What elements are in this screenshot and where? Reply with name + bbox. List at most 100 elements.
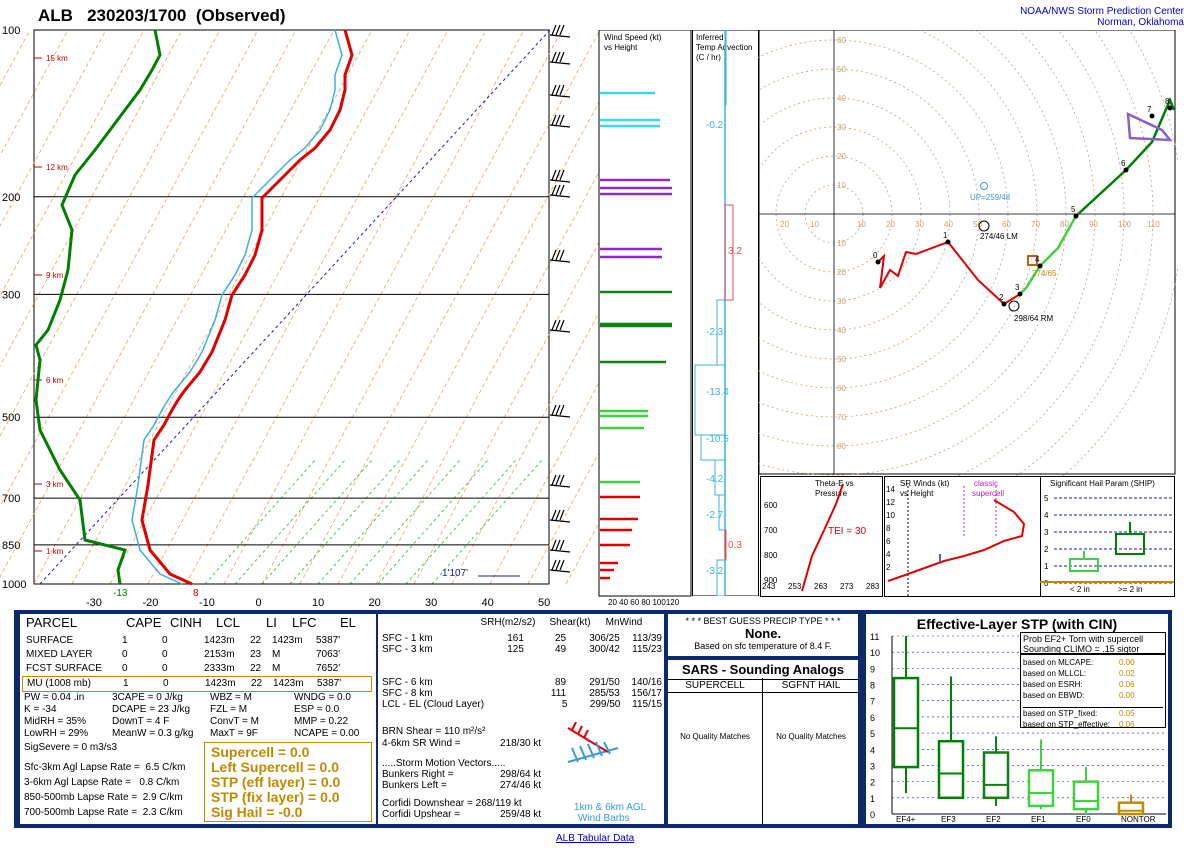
sars-col1: SUPERCELL xyxy=(685,680,745,691)
kin-header-cell: MnWind xyxy=(605,617,643,628)
stp-based-label: based on MLLCL: xyxy=(1023,669,1087,678)
index-cell: MidRH = 35% xyxy=(24,716,86,727)
parcel-row: SURFACE 1 0 1423m 22 1423m 5387' xyxy=(22,634,372,648)
hodo-upper-loop xyxy=(1126,111,1173,142)
stp-based-label: based on MLCAPE: xyxy=(1023,658,1094,667)
kin-cell: 5 xyxy=(561,699,568,710)
pressure-label: 850 xyxy=(2,540,20,552)
adv-value: -2.3 xyxy=(706,327,724,338)
theta-e-line xyxy=(801,483,844,592)
pressure-label: 100 xyxy=(2,25,20,37)
ship-title: Significant Hail Param (SHIP) xyxy=(1050,479,1155,488)
wind-barb xyxy=(549,84,571,98)
tabular-data-link[interactable]: ALB Tabular Data xyxy=(556,833,635,844)
sr-title1: SR Winds (kt) xyxy=(900,479,950,488)
ship-panel: Significant Hail Param (SHIP) 5 4 3 2 1 0 < 2 … xyxy=(1040,476,1175,597)
hodo-ring-label: 50 xyxy=(837,355,846,364)
parcel-cell: 0 xyxy=(162,649,168,660)
param-value: STP (eff layer) = 0.0 xyxy=(211,774,341,790)
index-cell: WBZ = M xyxy=(210,692,252,703)
hodo-height-marker: 5 xyxy=(1071,205,1076,214)
sfc-temp-label: 8 xyxy=(193,588,199,599)
adv-value: -0.2 xyxy=(706,120,724,131)
up-label: UP=259/48 xyxy=(970,193,1011,202)
parcel-h6: EL xyxy=(340,615,356,630)
height-label: 6 km xyxy=(46,376,64,385)
indices: PW = 0.04 .in 3CAPE = 0 J/kg WBZ = M WNDG =… xyxy=(24,692,374,740)
kin-cell: 291/50 xyxy=(589,677,620,688)
skewt-frame xyxy=(33,29,550,585)
params-box: Supercell = 0.0 Left Supercell = 0.0 STP (… xyxy=(204,742,372,822)
hodo-height-marker: 8 xyxy=(1165,97,1170,106)
precip-note: Based on sfc temperature of 8.4 F. xyxy=(694,641,832,651)
hodo-height-marker: 1 xyxy=(943,231,948,240)
kin-cell: 299/50 xyxy=(589,699,621,710)
parcel-cell: 7652' xyxy=(316,663,341,674)
lm-marker xyxy=(978,220,990,232)
theta-y-label: 800 xyxy=(764,551,778,560)
parcel-h3: LCL xyxy=(216,615,240,630)
index-cell: DCAPE = 23 J/kg xyxy=(112,704,191,715)
virtual-temp-line xyxy=(131,29,343,585)
index-cell: MMP = 0.22 xyxy=(294,716,349,727)
kinematics-panel: SRH(m2/s2) Shear(kt) MnWind SRW SFC - 1 km 1… xyxy=(378,614,664,824)
stp-box xyxy=(937,676,965,800)
ship-y-label: 1 xyxy=(1044,562,1049,571)
ship-y-label: 4 xyxy=(1044,511,1049,520)
kin-cell: 300/42 xyxy=(589,644,620,655)
ship-x-label: < 2 in xyxy=(1070,585,1090,594)
pressure-label: 200 xyxy=(2,192,20,204)
parcel-cell: 1 xyxy=(122,635,128,646)
theta-y-label: 600 xyxy=(764,501,778,510)
rm-label: 298/64 RM xyxy=(1014,314,1053,323)
theta-x-label: 283 xyxy=(866,582,880,591)
adv-title2: Temp Advection xyxy=(696,43,752,52)
corfidi-up-value: 259/48 kt xyxy=(500,809,542,820)
stp-based-row: based on STP_fixed: 0.05 xyxy=(1023,707,1163,719)
sars-match2: No Quality Matches xyxy=(776,732,846,741)
kin-row: LCL - EL (Cloud Layer) 5 299/50 115/15 xyxy=(382,699,662,710)
hodo-x-label: 90 xyxy=(1089,220,1098,229)
temp-label: 30 xyxy=(425,597,437,609)
kin-cell: 113/39 xyxy=(632,633,662,644)
kin-cell xyxy=(482,677,524,688)
index-cell: WNDG = 0.0 xyxy=(294,692,351,703)
stp-category-label: EF0 xyxy=(1076,815,1091,824)
kin-cell: 156/17 xyxy=(631,688,662,699)
stp-based-label: based on STP_fixed: xyxy=(1023,709,1098,718)
parcel-cell: M xyxy=(272,663,281,674)
parcel-h5: LFC xyxy=(292,615,317,630)
parcel-row: FCST SURFACE 0 0 2333m 22 M 7652' xyxy=(22,662,372,676)
stp-y-label: 2 xyxy=(870,778,875,788)
temp-label: 0 xyxy=(256,597,262,609)
index-row: K = -34 DCAPE = 23 J/kg FZL = M ESP = 0.0 xyxy=(24,704,374,716)
stp-prob-box: Prob EF2+ Torn with supercell Sounding C… xyxy=(1020,632,1166,654)
wind-barb xyxy=(549,539,571,553)
adv-bar xyxy=(718,494,726,531)
param-value: Supercell = 0.0 xyxy=(211,744,310,760)
stp-y-label: 3 xyxy=(870,761,875,771)
lapse-rate: 3-6km Agl Lapse Rate = 0.8 C/km xyxy=(24,777,180,788)
hodo-ring-label: 60 xyxy=(837,384,846,393)
ship-y-label: 3 xyxy=(1044,528,1049,537)
wind-barb xyxy=(549,404,571,418)
bottom-panels: PARCEL CAPE CINH LCL LI LFC EL SURFACE 1 0… xyxy=(14,610,1172,828)
lm-label: 274/46 LM xyxy=(980,232,1018,241)
bunkers-left-value: 274/46 kt xyxy=(500,780,542,791)
org-line2: Norman, Oklahoma xyxy=(1097,17,1184,28)
bunkers-right: Bunkers Right = xyxy=(382,769,454,780)
stp-based-value: 0.00 xyxy=(1119,658,1135,667)
param-value: Sig Hail = -0.0 xyxy=(211,804,303,820)
hodo-x-label: 100 xyxy=(1118,220,1132,229)
parcel-cell: 22 xyxy=(251,678,263,689)
page-title: ALB 230203/1700 (Observed) xyxy=(38,6,286,25)
parcel-cell: 0 xyxy=(162,635,168,646)
hodo-x-label: 110 xyxy=(1147,220,1160,229)
hodo-line-6-9km xyxy=(1075,96,1176,217)
index-row: MidRH = 35% DownT = 4 F ConvT = M MMP = 0.2… xyxy=(24,716,374,728)
hodo-height-marker: 6 xyxy=(1121,159,1126,168)
theta-x-label: 243 xyxy=(762,582,776,591)
stp-y-label: 9 xyxy=(870,664,875,674)
